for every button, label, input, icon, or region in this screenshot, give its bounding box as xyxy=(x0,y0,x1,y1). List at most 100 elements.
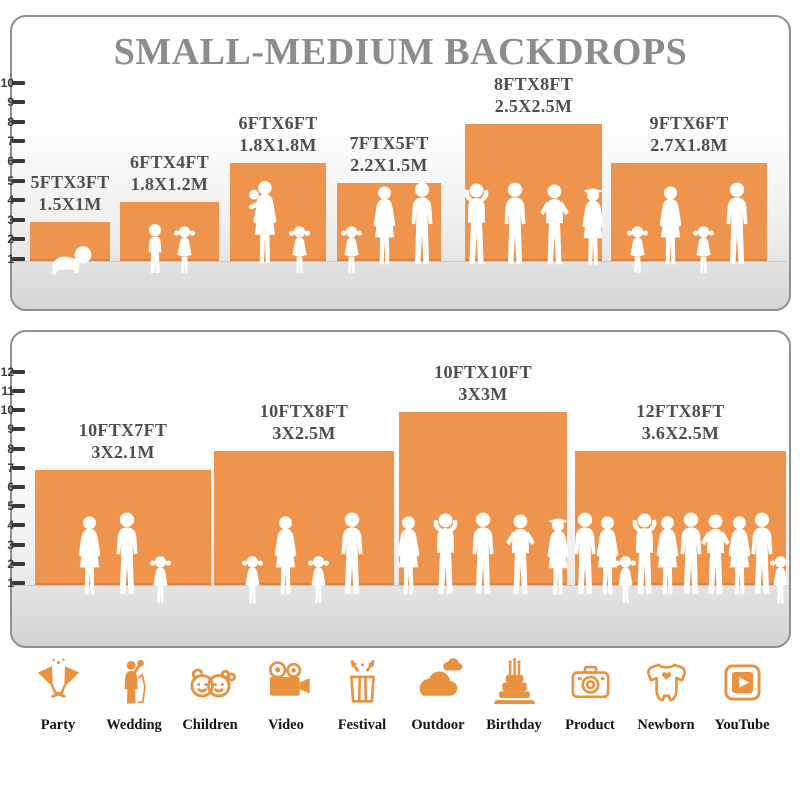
category-outdoor: Outdoor xyxy=(404,656,472,734)
y-tick-mark xyxy=(12,446,25,451)
bar-size-m: 3X2.5M xyxy=(272,422,336,443)
backdrop-bar xyxy=(611,163,767,261)
y-tick-label: 1 xyxy=(7,576,14,590)
wedding-icon xyxy=(108,656,161,709)
bar-size-label: 10FTX8FT 3X2.5M xyxy=(169,401,439,445)
youtube-icon xyxy=(716,656,769,709)
y-tick-mark xyxy=(12,561,25,566)
y-tick-mark xyxy=(12,119,25,124)
floor-area xyxy=(12,261,789,309)
party-icon xyxy=(32,656,85,709)
category-icon-row: Party Wedding Children Video Festival Outdoor… xyxy=(0,656,800,734)
category-label: Outdoor xyxy=(411,717,465,733)
category-newborn: Newborn xyxy=(632,656,700,734)
y-tick-mark xyxy=(12,581,25,585)
y-tick-mark xyxy=(12,257,25,261)
y-tick-label: 5 xyxy=(7,499,14,514)
category-video: Video xyxy=(252,656,320,734)
backdrop-bar xyxy=(575,451,786,585)
category-product: Product xyxy=(556,656,624,734)
bar-size-m: 1.8X1.2M xyxy=(130,173,209,194)
category-wedding: Wedding xyxy=(100,656,168,734)
category-label: Festival xyxy=(337,717,387,733)
outdoor-icon xyxy=(412,656,465,709)
category-label: Birthday xyxy=(486,717,542,733)
bar-size-ft: 6FTX4FT xyxy=(129,152,210,172)
y-tick-label: 2 xyxy=(7,556,14,571)
bar-size-m: 3X2.1M xyxy=(91,441,155,462)
y-tick-mark xyxy=(12,465,25,470)
bar-size-label: 12FTX8FT 3.6X2.5M xyxy=(530,401,789,445)
children-icon xyxy=(184,656,237,709)
y-tick-mark xyxy=(12,237,25,242)
category-festival: Festival xyxy=(328,656,396,734)
category-label: Video xyxy=(268,717,304,733)
bar-size-m: 3X3M xyxy=(458,383,508,404)
birthday-icon xyxy=(488,656,541,709)
bar-size-ft: 10FTX8FT xyxy=(259,401,349,421)
bar-size-label: 8FTX8FT 2.5X2.5M xyxy=(420,74,647,118)
y-tick-label: 10 xyxy=(0,403,14,418)
bar-size-ft: 5FTX3FT xyxy=(30,172,110,192)
video-icon xyxy=(260,656,313,709)
newborn-icon xyxy=(640,656,693,709)
y-tick-mark xyxy=(12,542,25,547)
bar-size-label: 6FTX6FT 1.8X1.8M xyxy=(185,113,371,157)
y-tick-label: 9 xyxy=(7,422,14,437)
y-tick-label: 8 xyxy=(7,441,14,456)
bar-size-m: 2.2X1.5M xyxy=(350,154,428,175)
bar-size-ft: 12FTX8FT xyxy=(636,401,725,421)
y-tick-label: 1 xyxy=(7,252,14,266)
y-tick-mark xyxy=(12,159,25,163)
category-party: Party xyxy=(24,656,92,734)
y-tick-label: 6 xyxy=(7,154,14,168)
y-tick-label: 4 xyxy=(7,518,14,533)
y-tick-mark xyxy=(12,198,25,203)
y-tick-label: 7 xyxy=(7,460,14,475)
y-tick-label: 4 xyxy=(7,193,14,208)
y-tick-label: 3 xyxy=(7,537,14,552)
category-label: Children xyxy=(182,717,238,733)
category-birthday: Birthday xyxy=(480,656,548,734)
y-tick-label: 8 xyxy=(7,114,14,129)
floor-area xyxy=(12,585,789,646)
y-tick-mark xyxy=(12,485,25,489)
y-tick-label: 12 xyxy=(0,364,14,379)
y-tick-mark xyxy=(12,217,25,222)
y-tick-label: 10 xyxy=(0,75,14,90)
y-tick-mark xyxy=(12,389,25,393)
y-tick-label: 3 xyxy=(7,212,14,227)
backdrop-bar xyxy=(230,163,326,261)
y-tick-label: 5 xyxy=(7,173,14,188)
product-icon xyxy=(564,656,617,709)
y-tick-mark xyxy=(12,139,25,144)
y-tick-mark xyxy=(12,369,25,374)
y-tick-mark xyxy=(12,427,25,432)
bar-size-ft: 8FTX8FT xyxy=(493,74,574,94)
y-tick-label: 6 xyxy=(7,480,14,494)
backdrop-bar xyxy=(35,470,211,585)
backdrop-bar xyxy=(337,183,441,261)
y-tick-label: 11 xyxy=(1,384,14,398)
bar-size-label: 6FTX4FT 1.8X1.2M xyxy=(75,152,264,196)
y-tick-mark xyxy=(12,504,25,509)
backdrop-bar xyxy=(30,222,110,261)
bar-size-label: 5FTX3FT 1.5X1M xyxy=(12,172,155,216)
bar-size-ft: 6FTX6FT xyxy=(238,113,318,133)
bar-size-m: 3.6X2.5M xyxy=(641,422,720,443)
category-label: YouTube xyxy=(714,717,770,733)
y-tick-mark xyxy=(12,80,25,85)
bar-size-label: 7FTX5FT 2.2X1.5M xyxy=(292,133,486,177)
category-label: Newborn xyxy=(637,717,695,733)
backdrop-bar xyxy=(120,202,219,261)
y-tick-mark xyxy=(12,100,25,105)
bar-size-ft: 10FTX10FT xyxy=(434,362,532,382)
bar-size-label: 10FTX7FT 3X2.1M xyxy=(12,420,256,464)
y-tick-label: 9 xyxy=(7,95,14,110)
bar-size-m: 2.5X2.5M xyxy=(494,95,573,116)
category-children: Children xyxy=(176,656,244,734)
bar-size-m: 2.7X1.8M xyxy=(650,134,728,155)
bar-size-label: 9FTX6FT 2.7X1.8M xyxy=(566,113,789,157)
y-tick-label: 7 xyxy=(7,134,14,149)
